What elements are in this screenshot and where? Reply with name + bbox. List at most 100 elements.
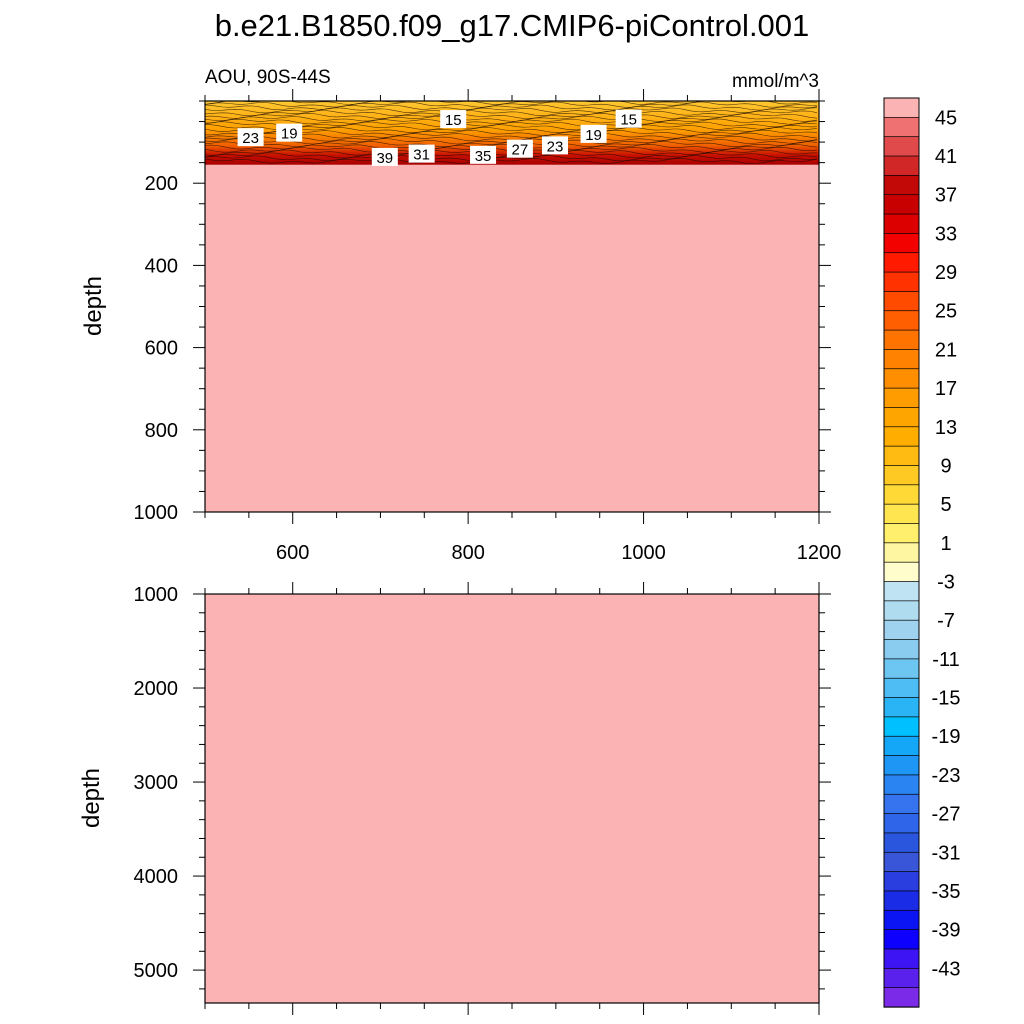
colorbar-label: 25 [935,301,957,323]
y-tick-label: 800 [145,420,178,442]
y-tick-label: 600 [145,338,178,360]
contour-label: 23 [547,138,564,155]
colorbar-box [883,445,920,467]
colorbar-label: -7 [937,610,955,632]
colorbar-box [883,116,920,138]
colorbar-box [883,929,920,950]
colorbar-label: 33 [935,223,957,245]
colorbar-box [883,426,920,447]
colorbar-box [883,813,920,834]
colorbar-box [883,755,920,776]
lower-y-axis: 1000 2000 3000 4000 5000 [134,584,831,990]
colorbar-box [883,542,920,563]
lower-panel: 1000 2000 3000 4000 5000 depth [78,582,831,1015]
contour-label: 15 [445,112,462,129]
contour-line [205,107,818,114]
contour-line [205,112,818,119]
colorbar-label: 45 [935,107,957,129]
y-tick-label: 1000 [134,584,179,606]
colorbar-label: -35 [932,881,961,903]
colorbar-box [883,871,920,892]
contour-line [205,121,818,128]
colorbar-label: -23 [932,765,961,787]
contour-label-box [237,128,264,147]
x-tick-label: 1200 [797,542,842,564]
contour-label: 31 [413,147,430,164]
contour-label: 23 [242,130,259,147]
colorbar-label: 37 [935,185,957,207]
colorbar-box [883,155,920,177]
upper-right-label: mmol/m^3 [732,71,819,92]
lower-x-axis [204,582,820,1015]
colorbar-box [883,716,920,737]
colorbar-label: -15 [932,688,961,710]
colorbar-box [883,136,920,157]
upper-panel: 200 400 600 800 1000 600 800 1000 1200 23 19 15 39… [80,67,841,564]
contour-label-box [506,139,533,158]
colorbar-box [883,639,920,660]
colorbar-label: 17 [935,378,957,400]
colorbar-label: 41 [935,146,957,168]
colorbar-box [883,349,920,370]
y-tick-label: 3000 [134,772,179,794]
colorbar-label: 9 [940,455,951,477]
colorbar-label: 1 [940,533,951,555]
colorbar-label: 5 [940,494,951,516]
contour-label-box [541,136,568,155]
lower-fill [205,594,819,1003]
colorbar-box [883,387,920,409]
contour-label: 19 [281,126,298,143]
colorbar-box [883,194,920,215]
contour-line [205,101,818,105]
colorbar-label: 29 [935,262,957,284]
contour-line [205,110,818,117]
colorbar-box [883,175,920,196]
contour-label: 19 [585,127,602,144]
y-tick-label: 1000 [134,502,179,524]
contour-label-box [580,124,607,143]
colorbar-box [883,561,920,583]
colorbar-label: -19 [932,726,961,748]
colorbar-box [883,909,920,931]
colorbar-box [883,677,920,699]
colorbar-box [883,890,920,911]
colorbar-box [883,619,920,641]
colorbar-box [883,658,920,679]
colorbar-box [883,793,920,815]
upper-y-axis: 200 400 600 800 1000 [134,100,831,524]
colorbar-box [883,213,920,235]
contour-label-box [371,147,398,166]
colorbar-box [883,233,920,254]
colorbar-box [883,967,920,989]
chart-title: b.e21.B1850.f09_g17.CMIP6-piControl.001 [215,8,810,43]
y-tick-label: 200 [145,173,178,195]
contour-line [205,124,818,131]
y-tick-label: 5000 [134,960,179,982]
contour-label-box [276,123,303,142]
x-tick-label: 600 [276,542,309,564]
lower-y-label: depth [78,768,105,828]
contour-label-box [408,144,435,163]
colorbar-box [883,774,920,795]
colorbar-box [883,735,920,757]
colorbar-box [883,97,920,118]
colorbar-labels: 45 41 37 33 29 25 21 17 13 9 5 1 -3 -7 -11 -15 -19 -23 -27… [932,107,961,980]
colorbar-box [883,252,920,273]
colorbar-box [883,407,920,428]
colorbar-label: -3 [937,572,955,594]
colorbar-box [883,291,920,312]
colorbar-frame [883,97,920,1008]
contour-label: 27 [512,142,529,159]
colorbar-label: -11 [932,649,959,671]
colorbar-label: -27 [932,804,961,826]
colorbar-box [883,465,920,486]
y-tick-label: 2000 [134,678,179,700]
contour-label: 39 [376,150,393,167]
contour-label-box [440,110,467,129]
colorbar-label: -43 [932,958,961,980]
colorbar [883,97,920,1008]
colorbar-box [883,600,920,621]
colorbar-box [883,987,920,1008]
contour-label-box [470,145,497,164]
